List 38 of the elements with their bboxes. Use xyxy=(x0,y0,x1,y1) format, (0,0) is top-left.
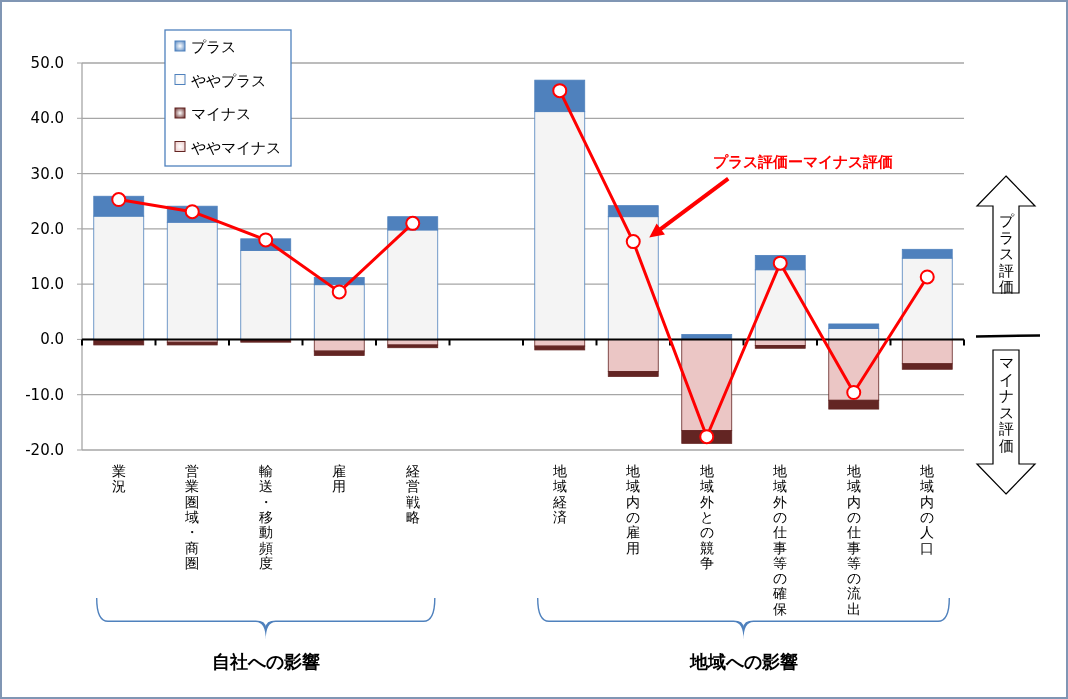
text: 地域への影響 xyxy=(688,651,798,672)
y-tick-label: -20.0 xyxy=(25,441,64,459)
y-tick-label: 30.0 xyxy=(30,164,64,183)
bar xyxy=(93,339,145,346)
y-tick-label: 40.0 xyxy=(30,109,64,128)
text: 自社への影響 xyxy=(211,651,320,672)
legend-label: ややマイナス xyxy=(191,138,281,157)
y-tick-label: 20.0 xyxy=(30,219,64,238)
x-tick-label: 営業圏域・商圏 xyxy=(184,463,200,571)
y-tick-label: -10.0 xyxy=(25,385,64,404)
y-tick-label: 0.0 xyxy=(40,330,64,349)
x-tick-label: 業況 xyxy=(111,463,126,495)
text: プラス評価ーマイナス評価 xyxy=(713,152,894,171)
point xyxy=(846,385,862,400)
point xyxy=(625,234,641,250)
text: プラス評価 xyxy=(998,212,1015,296)
category-label: 地域内の仕事等の流出 xyxy=(846,463,861,617)
point xyxy=(772,255,788,271)
x-tick-label: 雇用 xyxy=(332,463,347,495)
legend-label: プラス xyxy=(191,38,236,56)
point xyxy=(331,284,347,300)
legend-label: ややプラス xyxy=(191,71,266,90)
x-tick-label: 地域内の雇用 xyxy=(625,463,641,556)
text: マイナス評価 xyxy=(998,354,1014,455)
category-label: 地域外の仕事等の確保 xyxy=(773,463,788,617)
x-tick-label: 地域外との競争 xyxy=(698,463,714,571)
y-tick-label: 50.0 xyxy=(30,54,64,72)
point xyxy=(919,269,935,285)
x-tick-label: 地域内の人口 xyxy=(919,463,935,556)
point xyxy=(405,215,421,231)
x-tick-label: 地域経済 xyxy=(551,463,567,525)
point xyxy=(258,232,274,248)
bar xyxy=(387,344,439,349)
point xyxy=(699,429,715,445)
x-tick-label: 経営戦略 xyxy=(404,463,420,525)
legend-label: マイナス xyxy=(191,105,251,123)
y-tick-label: 10.0 xyxy=(30,275,64,294)
x-tick-label: 輸送・移動頻度 xyxy=(258,463,273,571)
